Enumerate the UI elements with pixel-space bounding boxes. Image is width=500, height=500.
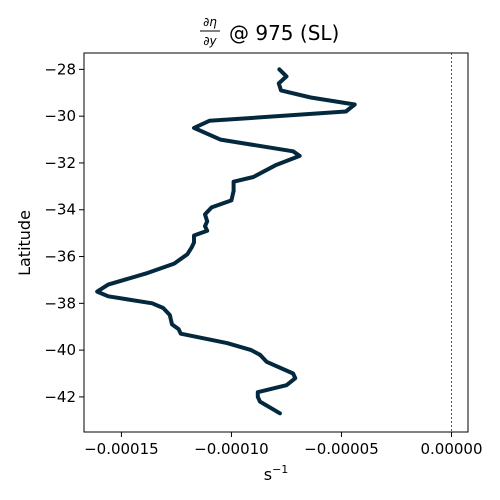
y-tick-label: −38: [44, 294, 76, 312]
y-axis-label: Latitude: [15, 210, 34, 276]
y-tick-label: −36: [44, 248, 76, 266]
title-denominator: ∂y: [203, 34, 217, 48]
x-axis-label-base: s: [264, 465, 272, 484]
y-tick-label: −28: [44, 60, 76, 78]
chart-title: ∂η ∂y @ 975 (SL): [200, 15, 339, 48]
x-tick-label: −0.00010: [194, 440, 269, 458]
x-axis: −0.00015 −0.00010 −0.00005 0.00000: [84, 432, 483, 458]
x-axis-label: s−1: [264, 463, 289, 484]
y-tick-label: −40: [44, 341, 76, 359]
series-line: [95, 67, 357, 416]
x-tick-label: −0.00005: [304, 440, 379, 458]
y-tick-label: −30: [44, 107, 76, 125]
y-axis: −28 −30 −32 −34 −36 −38 −40 −42: [44, 60, 84, 406]
y-tick-label: −42: [44, 388, 76, 406]
plot-area-frame: [83, 52, 469, 433]
x-axis-label-exponent: −1: [272, 463, 288, 476]
y-tick-label: −32: [44, 154, 76, 172]
title-text: @ 975 (SL): [229, 21, 339, 45]
y-tick-label: −34: [44, 201, 76, 219]
x-tick-label: −0.00015: [84, 440, 159, 458]
x-tick-label: 0.00000: [420, 440, 482, 458]
title-numerator: ∂η: [203, 15, 217, 29]
